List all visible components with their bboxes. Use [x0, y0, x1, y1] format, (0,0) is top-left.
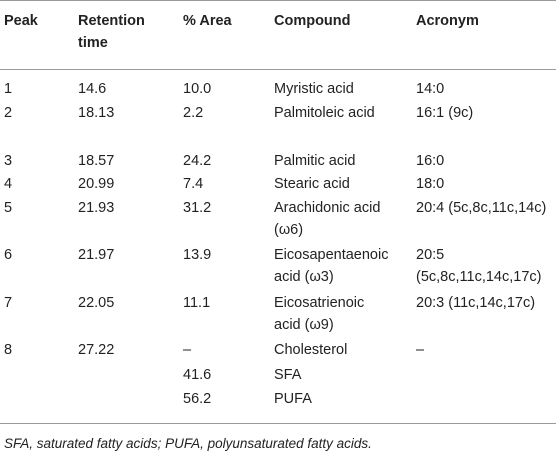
cell-compound: Eicosatrienoic acid (ω9) — [274, 295, 365, 333]
cell-acronym: 20:4 (5c,8c,11c,14c) — [416, 200, 547, 216]
cell-retention-time: 21.97 — [78, 247, 115, 263]
cell-acronym: – — [416, 342, 425, 358]
cell-compound: Palmitoleic acid — [274, 105, 375, 121]
cell-peak: 7 — [4, 295, 13, 311]
cell-compound: Arachidonic acid (ω6) — [274, 200, 381, 238]
cell-area: 24.2 — [183, 153, 212, 169]
cell-acronym: 20:5 (5c,8c,11c,14c,17c) — [416, 247, 542, 285]
cell-retention-time: 18.57 — [78, 153, 115, 169]
cell-area: 31.2 — [183, 200, 212, 216]
cell-compound: Cholesterol — [274, 342, 348, 358]
cell-retention-time: 22.05 — [78, 295, 115, 311]
cell-peak: 6 — [4, 247, 13, 263]
cell-retention-time: 20.99 — [78, 176, 115, 192]
cell-area: 11.1 — [183, 295, 211, 311]
cell-peak: 8 — [4, 342, 13, 358]
header-area: % Area — [183, 13, 232, 29]
cell-retention-time: 21.93 — [78, 200, 115, 216]
cell-acronym: 16:0 — [416, 153, 445, 169]
table-footnote: SFA, saturated fatty acids; PUFA, polyun… — [4, 436, 372, 451]
header-acronym: Acronym — [416, 13, 479, 29]
header-retention-time: Retention time — [78, 13, 145, 51]
header-compound: Compound — [274, 13, 351, 29]
cell-compound: Palmitic acid — [274, 153, 356, 169]
cell-area: – — [183, 342, 192, 358]
cell-acronym: 16:1 (9c) — [416, 105, 474, 121]
cell-area: 10.0 — [183, 81, 212, 97]
cell-area: 41.6 — [183, 367, 212, 383]
cell-area: 7.4 — [183, 176, 204, 192]
cell-retention-time: 18.13 — [78, 105, 115, 121]
top-rule — [0, 0, 556, 1]
cell-peak: 3 — [4, 153, 13, 169]
cell-peak: 4 — [4, 176, 13, 192]
bottom-rule — [0, 423, 556, 424]
cell-compound: PUFA — [274, 391, 312, 407]
cell-retention-time: 27.22 — [78, 342, 115, 358]
cell-compound: Stearic acid — [274, 176, 350, 192]
header-peak: Peak — [4, 13, 38, 29]
cell-area: 13.9 — [183, 247, 212, 263]
header-rule — [0, 69, 556, 70]
cell-compound: Myristic acid — [274, 81, 354, 97]
cell-area: 56.2 — [183, 391, 212, 407]
cell-compound: Eicosapentaenoic acid (ω3) — [274, 247, 389, 285]
cell-peak: 5 — [4, 200, 13, 216]
cell-peak: 1 — [4, 81, 13, 97]
cell-area: 2.2 — [183, 105, 204, 121]
cell-acronym: 18:0 — [416, 176, 445, 192]
cell-retention-time: 14.6 — [78, 81, 107, 97]
cell-acronym: 14:0 — [416, 81, 445, 97]
cell-acronym: 20:3 (11c,14c,17c) — [416, 295, 536, 311]
cell-compound: SFA — [274, 367, 302, 383]
cell-peak: 2 — [4, 105, 13, 121]
